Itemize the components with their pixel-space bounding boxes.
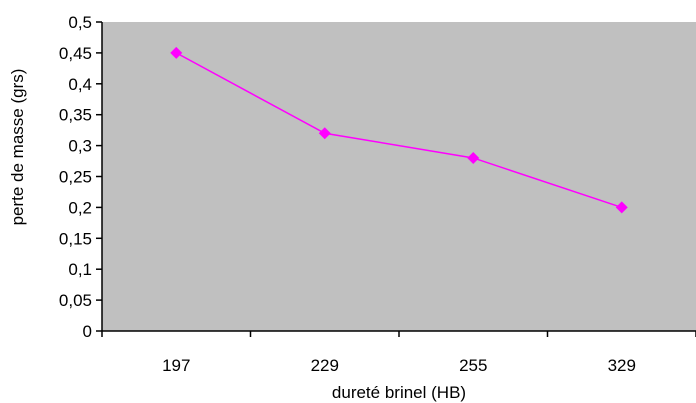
- y-tick-label: 0,35: [59, 106, 92, 125]
- y-tick-label: 0,05: [59, 291, 92, 310]
- y-tick-label: 0,45: [59, 44, 92, 63]
- y-tick-label: 0,15: [59, 229, 92, 248]
- data-point: [467, 151, 480, 164]
- y-axis-ticks: 0 0,05 0,1 0,15 0,2 0,25 0,3 0,35 0,4 0,45 0,5: [59, 13, 102, 341]
- x-axis-ticks: 197 229 255 329: [101, 331, 696, 375]
- y-tick-label: 0,3: [68, 137, 92, 156]
- plot-area: [102, 22, 696, 331]
- series-line: [175, 52, 622, 209]
- y-tick-label: 0,5: [68, 13, 92, 32]
- x-tick-label: 229: [311, 356, 339, 375]
- data-point: [318, 127, 331, 140]
- y-tick-label: 0,25: [59, 168, 92, 187]
- y-axis-title: perte de masse (grs): [8, 69, 27, 226]
- y-tick-label: 0,1: [68, 260, 92, 279]
- x-tick-label: 255: [459, 356, 487, 375]
- y-tick-label: 0,4: [68, 75, 92, 94]
- series-layer: [170, 46, 628, 214]
- y-tick-label: 0,2: [68, 198, 92, 217]
- x-tick-label: 329: [608, 356, 636, 375]
- x-tick-label: 197: [162, 356, 190, 375]
- data-point: [170, 46, 183, 59]
- x-axis-title: dureté brinel (HB): [332, 383, 466, 402]
- y-tick-label: 0: [83, 322, 92, 341]
- data-point: [615, 201, 628, 214]
